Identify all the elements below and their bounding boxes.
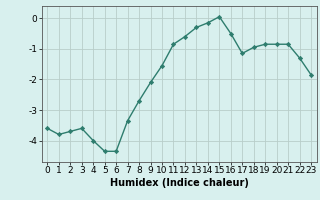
X-axis label: Humidex (Indice chaleur): Humidex (Indice chaleur): [110, 178, 249, 188]
